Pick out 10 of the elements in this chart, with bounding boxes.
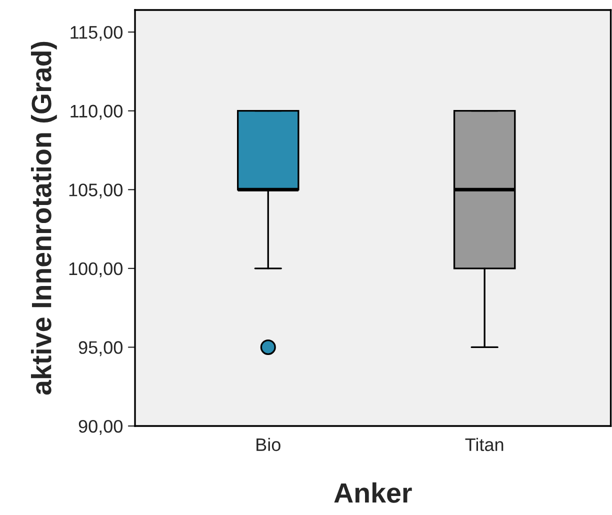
y-tick-label: 115,00 <box>70 26 122 41</box>
y-tick-label: 95,00 <box>78 341 122 356</box>
y-axis-title: aktive Innenrotation (Grad) <box>30 42 57 395</box>
x-axis-title: Anker <box>334 482 412 503</box>
x-tick-label: Titan <box>465 438 504 452</box>
y-tick-label: 100,00 <box>69 262 122 278</box>
y-tick-label: 105,00 <box>69 184 122 198</box>
y-tick-label: 110,00 <box>70 104 122 120</box>
y-tick-label: 90,00 <box>78 420 122 435</box>
x-tick-label: Bio <box>256 438 280 452</box>
